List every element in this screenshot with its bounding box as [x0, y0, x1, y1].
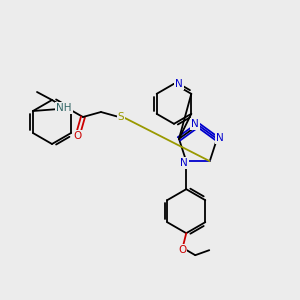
- Text: N: N: [180, 158, 188, 168]
- Text: O: O: [178, 245, 186, 255]
- Text: S: S: [118, 112, 124, 122]
- Text: N: N: [216, 133, 224, 143]
- Text: N: N: [191, 119, 199, 129]
- Text: NH: NH: [56, 103, 72, 113]
- Text: O: O: [74, 131, 82, 141]
- Text: N: N: [175, 79, 183, 89]
